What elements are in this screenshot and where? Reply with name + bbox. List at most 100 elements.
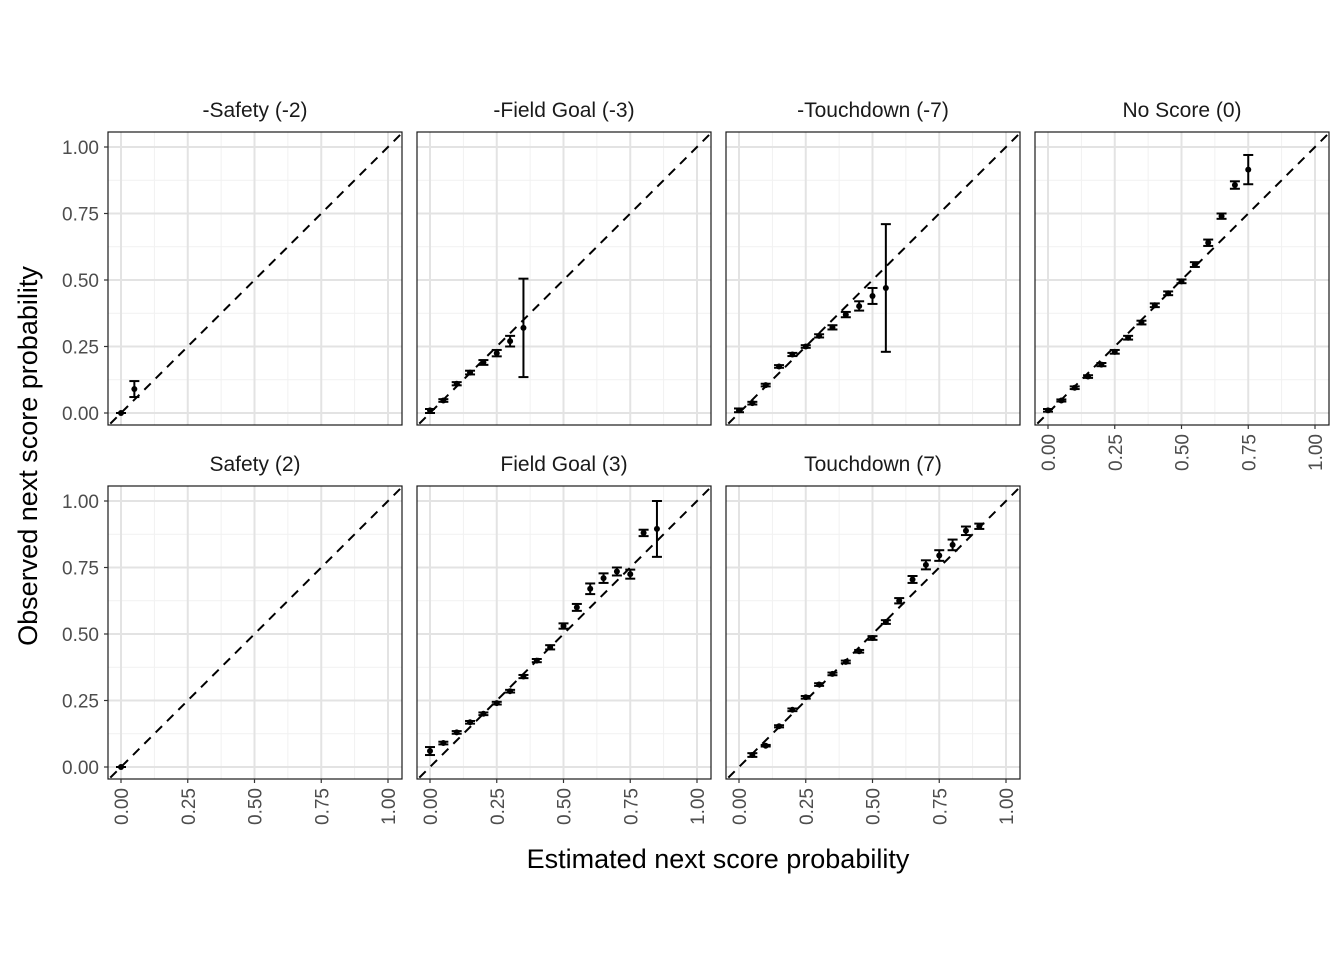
panel-title: Touchdown (7) — [804, 453, 942, 476]
data-point — [896, 597, 903, 604]
data-point — [842, 311, 849, 318]
data-point — [802, 694, 809, 701]
data-point — [427, 748, 433, 755]
x-tick-label: 0.75 — [621, 788, 642, 825]
data-point — [922, 561, 929, 568]
data-point — [762, 382, 769, 389]
data-point — [749, 400, 756, 407]
data-point — [1205, 239, 1212, 246]
data-point — [936, 552, 943, 559]
data-point — [507, 688, 514, 695]
data-point — [520, 324, 527, 331]
data-point — [493, 350, 500, 357]
facet-panel: -Touchdown (-7) — [725, 99, 1023, 426]
x-tick-label: 0.50 — [1173, 434, 1194, 471]
x-tick-label: 0.25 — [797, 788, 818, 825]
x-tick-label: 0.25 — [488, 788, 509, 825]
data-point — [118, 410, 124, 416]
data-point — [427, 407, 433, 414]
panel-title: Safety (2) — [209, 453, 300, 476]
y-tick-label: 0.00 — [62, 404, 99, 425]
data-point — [467, 369, 474, 376]
data-point — [1125, 334, 1132, 341]
data-point — [869, 292, 876, 299]
facet-panel: -Safety (-2) 0.00 0.25 0.50 0.75 1.00 — [62, 99, 405, 426]
data-point — [882, 619, 889, 626]
data-point — [816, 681, 823, 688]
facet-panels: -Safety (-2) 0.00 0.25 0.50 0.75 1.00 -Field G… — [62, 99, 1332, 825]
data-point — [480, 710, 487, 717]
x-tick-label: 1.00 — [688, 788, 709, 825]
x-tick-label: 0.50 — [555, 788, 576, 825]
panel-title: -Touchdown (-7) — [797, 99, 949, 122]
data-point — [493, 700, 500, 707]
data-point — [856, 648, 863, 655]
data-point — [1165, 290, 1172, 297]
data-point — [533, 657, 540, 664]
data-point — [749, 752, 756, 759]
data-point — [627, 571, 634, 578]
data-point — [1151, 302, 1158, 309]
data-point — [736, 407, 742, 414]
data-point — [1231, 182, 1238, 189]
data-point — [789, 706, 796, 713]
reference-line — [727, 484, 1023, 779]
reference-line — [109, 130, 405, 425]
data-point — [776, 363, 783, 370]
data-point — [1111, 348, 1118, 355]
facet-panel: -Field Goal (-3) — [416, 99, 714, 426]
data-point — [882, 284, 889, 291]
data-point — [118, 764, 124, 770]
y-tick-label: 1.00 — [62, 138, 99, 159]
data-point — [909, 576, 916, 583]
data-point — [816, 332, 823, 339]
data-point — [762, 742, 769, 749]
data-point — [653, 525, 660, 532]
data-point — [467, 719, 474, 726]
data-point — [440, 740, 447, 747]
panel-frame — [725, 131, 1021, 426]
data-point — [560, 623, 567, 630]
y-tick-label: 0.75 — [62, 559, 99, 580]
y-tick-label: 0.25 — [62, 692, 99, 713]
x-tick-label: 0.00 — [112, 788, 133, 825]
data-point — [829, 324, 836, 331]
x-tick-label: 0.00 — [1039, 434, 1060, 471]
facet-panel: Safety (2) 0.00 0.25 0.50 0.75 1.00 0.00 0.25 0.… — [62, 453, 405, 825]
y-tick-label: 0.25 — [62, 338, 99, 359]
data-point — [480, 359, 487, 366]
panel-grid — [417, 132, 711, 425]
data-point — [1098, 361, 1105, 368]
data-point — [776, 723, 783, 730]
x-tick-label: 0.50 — [246, 788, 267, 825]
y-tick-label: 0.00 — [62, 758, 99, 779]
y-axis-label: Observed next score probability — [13, 266, 43, 646]
data-point — [440, 397, 447, 404]
y-tick-label: 0.50 — [62, 625, 99, 646]
data-point — [1245, 166, 1252, 173]
data-point — [613, 568, 620, 575]
x-tick-label: 0.00 — [730, 788, 751, 825]
y-tick-label: 1.00 — [62, 492, 99, 513]
x-tick-label: 0.50 — [864, 788, 885, 825]
x-axis-label: Estimated next score probability — [527, 844, 910, 874]
data-point — [1178, 278, 1185, 285]
data-point — [949, 541, 956, 548]
reference-line — [109, 484, 405, 779]
data-point — [453, 380, 460, 387]
data-point — [962, 527, 969, 534]
data-point — [869, 634, 876, 641]
panel-frame — [107, 131, 403, 426]
facet-panel: Touchdown (7) 0.00 0.25 0.50 0.75 1.00 — [725, 453, 1023, 825]
panel-frame — [416, 131, 712, 426]
panel-grid — [108, 132, 402, 425]
x-tick-label: 0.75 — [1239, 434, 1260, 471]
data-point — [976, 523, 983, 530]
y-tick-label: 0.50 — [62, 271, 99, 292]
facet-panel: No Score (0) 0.00 0.25 0.50 0.75 1.00 — [1034, 99, 1332, 471]
x-tick-label: 1.00 — [379, 788, 400, 825]
data-point — [573, 604, 580, 611]
panel-title: -Safety (-2) — [202, 99, 307, 122]
panel-grid — [417, 486, 711, 779]
